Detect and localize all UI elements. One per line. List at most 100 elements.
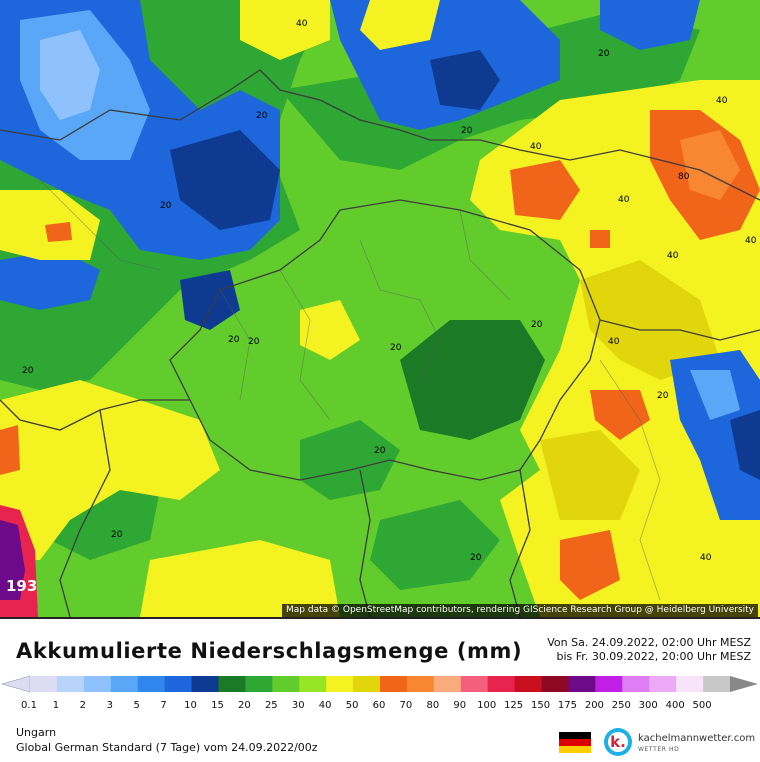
scale-swatch <box>433 676 462 692</box>
scale-swatch <box>622 676 650 692</box>
scale-tick-label: 1 <box>53 700 59 711</box>
contour-label: 20 <box>598 49 610 59</box>
contour-label: 40 <box>618 195 630 205</box>
scale-swatch <box>649 676 677 692</box>
olive-area-southeast <box>540 430 640 520</box>
flag-stripe-red <box>559 739 591 746</box>
scale-arrow-left <box>1 675 31 693</box>
contour-label: 20 <box>461 126 473 136</box>
contour-label: 40 <box>608 337 620 347</box>
navy-area-north <box>430 50 500 110</box>
contour-label: 80 <box>678 172 690 182</box>
orange-spot-east <box>590 230 610 248</box>
brand-name[interactable]: kachelmannwetter.com <box>638 733 756 744</box>
contour-label: 20 <box>374 446 386 456</box>
scale-swatch <box>541 676 569 692</box>
scale-swatch <box>272 676 300 692</box>
blue-area-northeast <box>600 0 700 50</box>
yellow-area-north-2 <box>360 0 440 50</box>
orange-area-northcenter <box>510 160 580 220</box>
border-southwest <box>0 399 190 431</box>
brand-subtitle: WETTER HD <box>638 746 680 753</box>
contour-label: 20 <box>248 337 260 347</box>
blue-area-east <box>670 350 760 520</box>
scale-tick-label: 125 <box>504 700 523 711</box>
scale-tick-label: 30 <box>292 700 305 711</box>
scale-swatch <box>110 676 139 692</box>
scale-tick-label: 175 <box>558 700 577 711</box>
german-flag-icon <box>559 732 591 753</box>
scale-tick-label: 250 <box>612 700 631 711</box>
border-southwest-inner <box>59 409 111 617</box>
period-from: Von Sa. 24.09.2022, 02:00 Uhr MESZ <box>547 636 751 649</box>
map-attribution: Map data © OpenStreetMap contributors, r… <box>282 604 758 617</box>
pale-blue-area-northwest <box>40 30 100 120</box>
scale-swatch <box>83 676 112 692</box>
scale-swatch <box>514 676 542 692</box>
time-period: Von Sa. 24.09.2022, 02:00 Uhr MESZ bis F… <box>547 636 751 664</box>
scale-tick-label: 0.1 <box>21 700 37 711</box>
kachelmann-logo-icon[interactable]: k. <box>604 728 632 756</box>
scale-tick-label: 5 <box>134 700 140 711</box>
scale-tick-label: 40 <box>319 700 332 711</box>
orange-spot-west <box>45 222 72 242</box>
contour-label: 20 <box>228 335 240 345</box>
scale-swatch <box>164 676 192 692</box>
contour-label: 40 <box>530 142 542 152</box>
contour-label: 20 <box>160 201 172 211</box>
scale-tick-label: 400 <box>666 700 685 711</box>
map-canvas: 40 20 20 40 20 40 20 20 20 40 40 80 40 4… <box>0 0 760 617</box>
scale-tick-label: 50 <box>346 700 359 711</box>
precipitation-map[interactable]: 40 20 20 40 20 40 20 20 20 40 40 80 40 4… <box>0 0 760 617</box>
contour-label: 20 <box>22 366 34 376</box>
max-value-label: 193 <box>6 577 37 595</box>
scale-swatch <box>30 676 58 692</box>
flag-stripe-black <box>559 732 591 739</box>
contour-label: 40 <box>667 251 679 261</box>
scale-tick-label: 15 <box>211 700 224 711</box>
scale-tick-label: 70 <box>400 700 413 711</box>
region-borders <box>39 179 661 601</box>
scale-tick-label: 150 <box>531 700 550 711</box>
yellow-area-south <box>140 540 340 617</box>
scale-swatch <box>299 676 327 692</box>
color-scale-svg: 0.1 1 2 3 5 7 10 15 20 25 30 40 50 60 70 80 90 100 125 150 1… <box>1 675 758 711</box>
blue-area-west <box>0 250 100 310</box>
yellow-spot-center <box>300 300 360 360</box>
contour-label: 20 <box>657 391 669 401</box>
scale-tick-label: 90 <box>453 700 466 711</box>
dark-green-area-south <box>300 420 400 500</box>
orange-area-southeast <box>560 530 620 600</box>
scale-tick-label: 60 <box>373 700 386 711</box>
contour-label: 40 <box>700 553 712 563</box>
scale-swatch <box>460 676 489 692</box>
olive-area-east <box>580 260 720 380</box>
navy-area-east <box>730 410 760 480</box>
scale-tick-label: 80 <box>426 700 439 711</box>
scale-swatch <box>676 676 704 692</box>
border-south <box>359 469 371 617</box>
contour-label: 40 <box>296 19 308 29</box>
scale-tick-label: 500 <box>693 700 712 711</box>
scale-swatch <box>326 676 354 692</box>
scale-tick-label: 2 <box>80 700 86 711</box>
country-borders <box>0 69 760 617</box>
hungary-border <box>169 199 601 481</box>
period-to: bis Fr. 30.09.2022, 20:00 Uhr MESZ <box>556 650 751 663</box>
contour-label: 20 <box>390 343 402 353</box>
scale-swatch <box>137 676 166 692</box>
scale-tick-label: 100 <box>477 700 496 711</box>
scale-swatch <box>703 676 731 692</box>
scale-tick-label: 200 <box>585 700 604 711</box>
region-label: Ungarn <box>16 726 57 739</box>
scale-tick-label: 20 <box>238 700 251 711</box>
logo-letter: k. <box>608 732 628 752</box>
light-blue-area-east <box>690 370 740 420</box>
scale-tick-label: 7 <box>160 700 166 711</box>
scale-swatch <box>595 676 623 692</box>
scale-swatch <box>245 676 273 692</box>
legend-panel: Akkumulierte Niederschlagsmenge (mm) Von… <box>0 617 760 762</box>
contour-label: 20 <box>256 111 268 121</box>
navy-area-west <box>180 270 240 330</box>
contour-label: 40 <box>745 236 757 246</box>
